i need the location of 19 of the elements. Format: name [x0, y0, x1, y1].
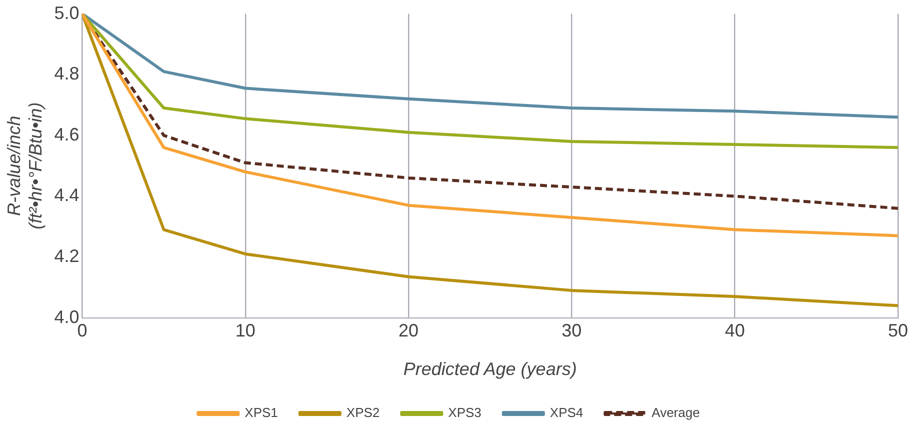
y-tick-label: 4.4 — [54, 185, 80, 206]
legend-label: XPS3 — [448, 405, 482, 420]
legend-label: Average — [652, 405, 700, 420]
x-tick-label: 50 — [888, 320, 908, 341]
legend-label: XPS1 — [244, 405, 278, 420]
y-tick-label: 4.0 — [54, 306, 80, 327]
y-tick-label: 5.0 — [54, 2, 80, 23]
y-tick-label: 4.2 — [54, 246, 80, 266]
x-tick-label: 10 — [235, 320, 256, 341]
x-axis-title: Predicted Age (years) — [403, 359, 577, 380]
x-tick-label: 30 — [562, 320, 582, 341]
y-tick-label: 4.8 — [54, 64, 80, 84]
y-tick-label: 4.6 — [54, 124, 80, 144]
x-tick-label: 0 — [77, 320, 88, 341]
x-tick-label: 40 — [724, 320, 745, 341]
legend-label: XPS4 — [550, 405, 584, 420]
legend-label: XPS2 — [346, 405, 380, 420]
x-tick-label: 20 — [398, 320, 419, 341]
y-axis-title: R-value/inch (ft²•hr•°F/Btu•in) — [4, 102, 46, 230]
